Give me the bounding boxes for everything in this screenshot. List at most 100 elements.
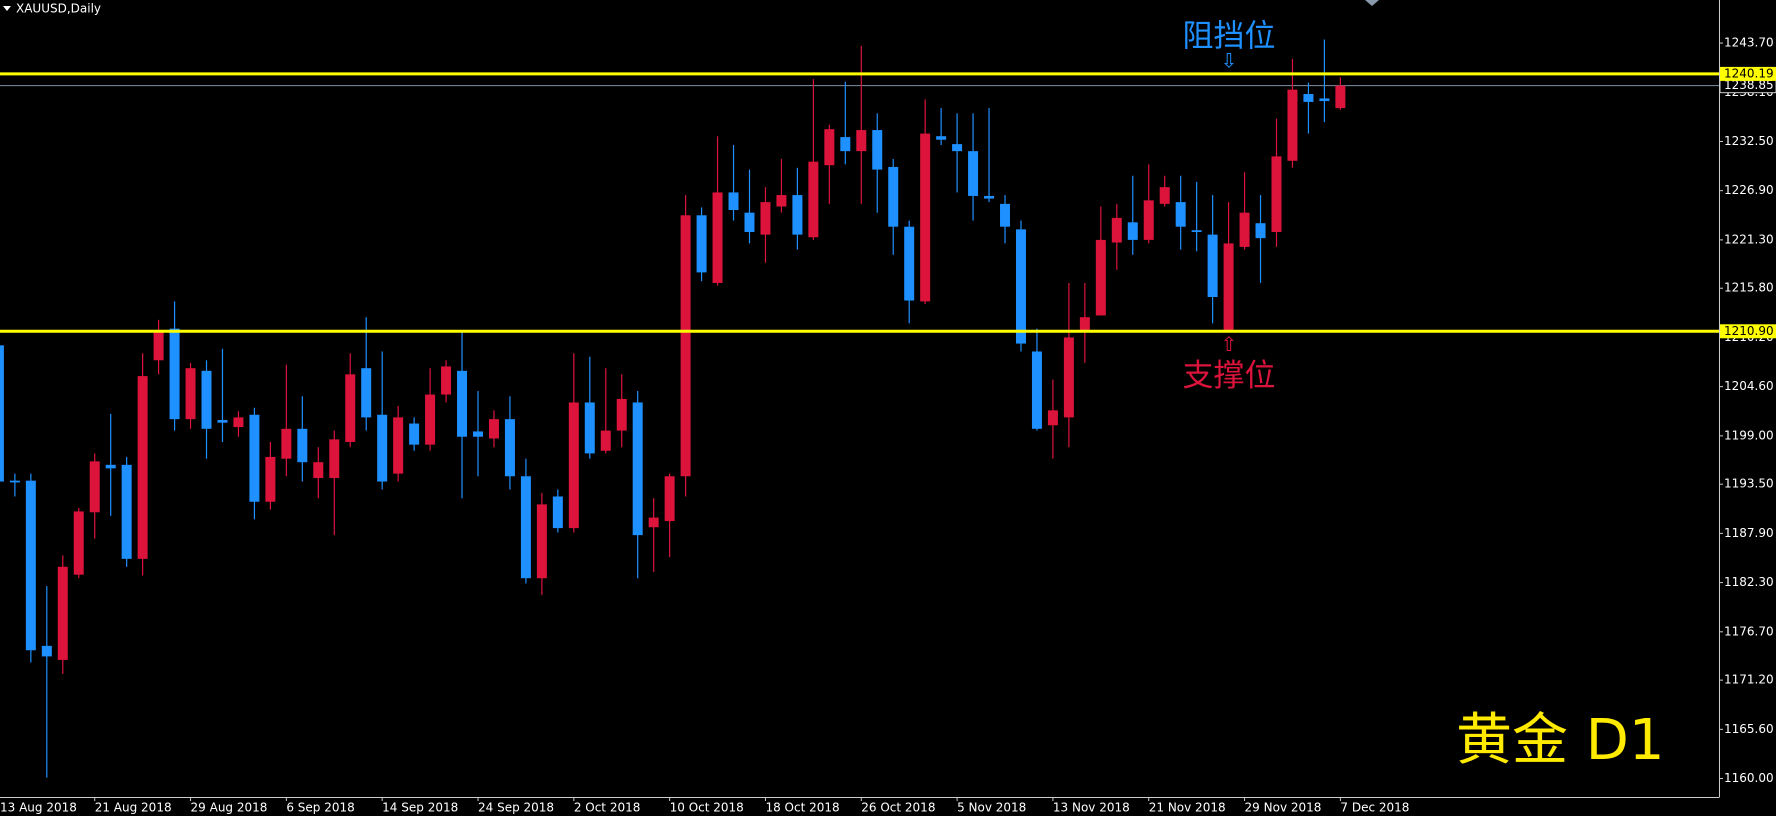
y-tick-label: 1215.80 bbox=[1724, 281, 1774, 295]
x-tick-label: 26 Oct 2018 bbox=[861, 801, 935, 815]
x-tick-label: 13 Nov 2018 bbox=[1053, 801, 1130, 815]
candle-body bbox=[41, 645, 52, 657]
level-label: 1210.90 bbox=[1724, 324, 1774, 338]
candle-body bbox=[233, 417, 244, 428]
y-tick-label: 1193.50 bbox=[1724, 477, 1774, 491]
candle-body bbox=[1319, 98, 1330, 102]
candle-body bbox=[776, 195, 787, 207]
candle-body bbox=[584, 402, 595, 454]
y-tick-label: 1243.70 bbox=[1724, 36, 1774, 50]
candle-body bbox=[25, 480, 36, 651]
candle-body bbox=[1015, 229, 1026, 344]
candle-body bbox=[1095, 239, 1106, 316]
menu-triangle bbox=[3, 6, 11, 11]
candle-body bbox=[696, 215, 707, 273]
y-tick-label: 1160.00 bbox=[1724, 771, 1774, 785]
candle-body bbox=[712, 192, 723, 283]
candle-body bbox=[632, 402, 643, 536]
annotation-text: 阻挡位 bbox=[1183, 18, 1276, 54]
candle-body bbox=[1255, 223, 1266, 239]
candle-body bbox=[824, 129, 835, 166]
candle-body bbox=[792, 195, 803, 235]
candle-body bbox=[1159, 187, 1170, 204]
candle-body bbox=[760, 202, 771, 235]
x-tick-label: 5 Nov 2018 bbox=[957, 801, 1026, 815]
x-tick-label: 21 Aug 2018 bbox=[95, 801, 172, 815]
candle-body bbox=[568, 402, 579, 529]
candle-body bbox=[744, 212, 755, 232]
y-tick-label: 1187.90 bbox=[1724, 526, 1774, 540]
candle-body bbox=[1207, 234, 1218, 298]
annotation-arrow: ⇧ bbox=[1221, 332, 1238, 356]
level-label-box bbox=[1720, 324, 1776, 339]
candle-body bbox=[952, 144, 963, 152]
candle-body bbox=[297, 428, 308, 463]
x-tick-label: 14 Sep 2018 bbox=[382, 801, 458, 815]
y-tick-label: 1182.30 bbox=[1724, 575, 1774, 589]
candle-body bbox=[393, 417, 404, 474]
candle-body bbox=[201, 370, 212, 429]
candle-body bbox=[1031, 351, 1042, 429]
level-label-box bbox=[1720, 66, 1776, 81]
candle-body bbox=[984, 195, 995, 199]
candle-body bbox=[1175, 202, 1186, 227]
x-tick-label: 29 Nov 2018 bbox=[1245, 801, 1322, 815]
y-tick-label: 1199.00 bbox=[1724, 428, 1774, 442]
candle-body bbox=[0, 345, 4, 482]
candle-body bbox=[552, 496, 563, 529]
candle-body bbox=[600, 430, 611, 451]
watermark: 黄金 D1 bbox=[1456, 708, 1665, 773]
candle-body bbox=[409, 423, 420, 445]
chart-title: XAUUSD,Daily bbox=[16, 2, 101, 16]
x-tick-label: 6 Sep 2018 bbox=[286, 801, 354, 815]
candle-body bbox=[121, 464, 132, 559]
x-tick-label: 10 Oct 2018 bbox=[670, 801, 744, 815]
candle-body bbox=[520, 476, 531, 579]
annotation-text: 支撑位 bbox=[1183, 358, 1276, 394]
candle-body bbox=[249, 414, 260, 502]
candle-body bbox=[1271, 156, 1282, 232]
candle-body bbox=[153, 332, 164, 361]
y-tick-label: 1204.60 bbox=[1724, 379, 1774, 393]
candle-body bbox=[169, 328, 180, 420]
current-price-label: 1238.85 bbox=[1724, 78, 1774, 92]
candle-body bbox=[504, 419, 515, 477]
candle-body bbox=[936, 136, 947, 140]
candle-body bbox=[57, 566, 68, 660]
candle-body bbox=[265, 456, 276, 502]
x-tick-label: 21 Nov 2018 bbox=[1149, 801, 1226, 815]
candle-body bbox=[1335, 85, 1346, 109]
y-tick-label: 1176.70 bbox=[1724, 624, 1774, 638]
candle-body bbox=[1303, 94, 1314, 102]
candle-body bbox=[872, 130, 883, 170]
candle-body bbox=[313, 462, 324, 479]
candle-body bbox=[329, 439, 340, 479]
candle-body bbox=[664, 476, 675, 522]
candle-body bbox=[1079, 317, 1090, 333]
candle-body bbox=[1223, 243, 1234, 332]
candle-body bbox=[281, 428, 292, 459]
x-tick-label: 18 Oct 2018 bbox=[765, 801, 839, 815]
y-tick-label: 1165.60 bbox=[1724, 722, 1774, 736]
candle-body bbox=[488, 419, 499, 439]
x-tick-label: 24 Sep 2018 bbox=[478, 801, 554, 815]
candle-body bbox=[728, 192, 739, 211]
candle-body bbox=[185, 368, 196, 420]
candle-body bbox=[1239, 212, 1250, 247]
candle-body bbox=[1000, 203, 1011, 227]
candle-body bbox=[680, 215, 691, 477]
candle-body bbox=[888, 166, 899, 227]
candle-body bbox=[920, 133, 931, 302]
candle-body bbox=[9, 480, 20, 483]
x-tick-label: 13 Aug 2018 bbox=[0, 801, 77, 815]
candle-body bbox=[616, 398, 627, 431]
candle-body bbox=[536, 504, 547, 579]
candle-body bbox=[1111, 217, 1122, 243]
level-label: 1240.19 bbox=[1724, 66, 1774, 80]
candle-body bbox=[425, 394, 436, 445]
candle-body bbox=[361, 368, 372, 418]
x-tick-label: 29 Aug 2018 bbox=[191, 801, 268, 815]
candle-body bbox=[473, 431, 483, 437]
